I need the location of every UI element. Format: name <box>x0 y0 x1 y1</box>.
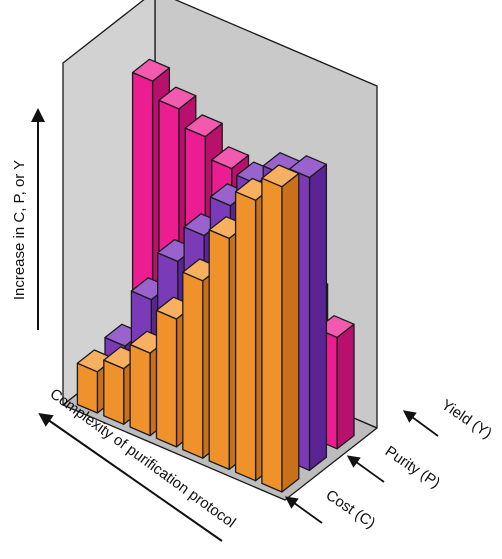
bar-front <box>208 229 230 471</box>
bar-side <box>308 163 328 472</box>
series-arrow-yield <box>402 410 439 437</box>
bar-front <box>261 177 283 493</box>
bar-front <box>129 343 151 437</box>
bar-top <box>158 86 197 110</box>
series-label-cost: Cost (C) <box>323 487 379 532</box>
bar-yield-8 <box>316 315 355 450</box>
bar-front <box>155 309 178 448</box>
bar-top <box>211 146 250 170</box>
chart-bars <box>76 58 355 493</box>
series-arrow-purity <box>346 455 385 483</box>
series-label-purity: Purity (P) <box>382 443 443 492</box>
bar-cost-8 <box>261 164 300 493</box>
bar-front <box>182 271 204 459</box>
bar-side <box>281 172 300 493</box>
series-arrow-cost <box>284 496 323 524</box>
bar-top <box>184 114 223 138</box>
bar-front <box>103 359 125 425</box>
series-label-yield: Yield (Y) <box>438 396 495 442</box>
bar-side <box>336 323 355 450</box>
bar-top <box>288 155 328 179</box>
x-axis-arrow <box>38 412 223 542</box>
bar-front <box>234 191 257 482</box>
y-axis-label: Increase in C, P, or Y <box>11 160 28 300</box>
bar-top <box>131 58 171 82</box>
bar-top <box>261 164 300 188</box>
